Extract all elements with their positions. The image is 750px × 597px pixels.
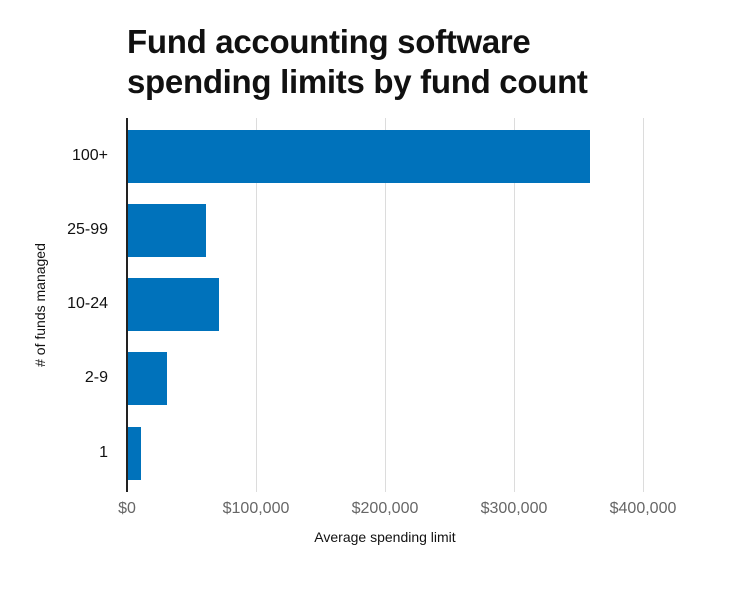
bar [127,352,167,405]
gridline [385,118,386,492]
bar [127,204,206,257]
bar [127,278,219,331]
y-category-label: 100+ [71,147,108,164]
y-axis-label: # of funds managed [32,243,48,367]
x-tick: $0 [118,500,136,517]
gridline [514,118,515,492]
chart-title-line2: spending limits by fund count [127,63,588,100]
x-axis-label: Average spending limit [314,529,456,545]
y-axis-line [126,118,128,492]
x-tick: $300,000 [480,500,548,517]
y-category-label: 1 [99,444,108,461]
y-category-label: 25-99 [67,221,108,238]
y-category-label: 10-24 [67,295,108,312]
chart-title-line1: Fund accounting software [127,23,531,60]
bar [127,427,142,480]
bar [127,130,591,183]
x-tick: $400,000 [609,500,677,517]
gridline [643,118,644,492]
y-category-label: 2-9 [84,369,108,386]
x-tick: $100,000 [222,500,290,517]
gridline [256,118,257,492]
chart-title: Fund accounting software spending limits… [127,22,687,102]
x-tick: $200,000 [351,500,419,517]
plot-area [126,118,644,492]
